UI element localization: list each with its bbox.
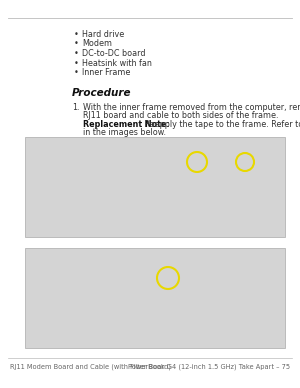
Text: •: •	[74, 49, 79, 58]
Bar	[25, 137, 285, 237]
Text: Procedure: Procedure	[72, 88, 131, 98]
Text: Heatsink with fan: Heatsink with fan	[82, 59, 152, 68]
Text: PowerBook G4 (12-inch 1.5 GHz) Take Apart – 75: PowerBook G4 (12-inch 1.5 GHz) Take Apar…	[128, 363, 290, 369]
Text: •: •	[74, 30, 79, 39]
Text: DC-to-DC board: DC-to-DC board	[82, 49, 146, 58]
Text: RJ11 Modem Board and Cable (with Filter Board): RJ11 Modem Board and Cable (with Filter …	[10, 363, 171, 369]
Text: With the inner frame removed from the computer, remove the tape that secures the: With the inner frame removed from the co…	[83, 103, 300, 112]
Text: Replacement Note:: Replacement Note:	[83, 120, 170, 129]
Bar	[25, 248, 285, 348]
Text: Modem: Modem	[82, 40, 112, 48]
Text: 1.: 1.	[72, 103, 80, 112]
Text: •: •	[74, 40, 79, 48]
Text: RJ11 board and cable to both sides of the frame.: RJ11 board and cable to both sides of th…	[83, 111, 278, 120]
Text: Reapply the tape to the frame. Refer to the RJ11 cable routing: Reapply the tape to the frame. Refer to …	[142, 120, 300, 129]
Text: •: •	[74, 68, 79, 77]
Text: Inner Frame: Inner Frame	[82, 68, 130, 77]
Text: in the images below.: in the images below.	[83, 128, 166, 137]
Text: •: •	[74, 59, 79, 68]
Text: Hard drive: Hard drive	[82, 30, 124, 39]
